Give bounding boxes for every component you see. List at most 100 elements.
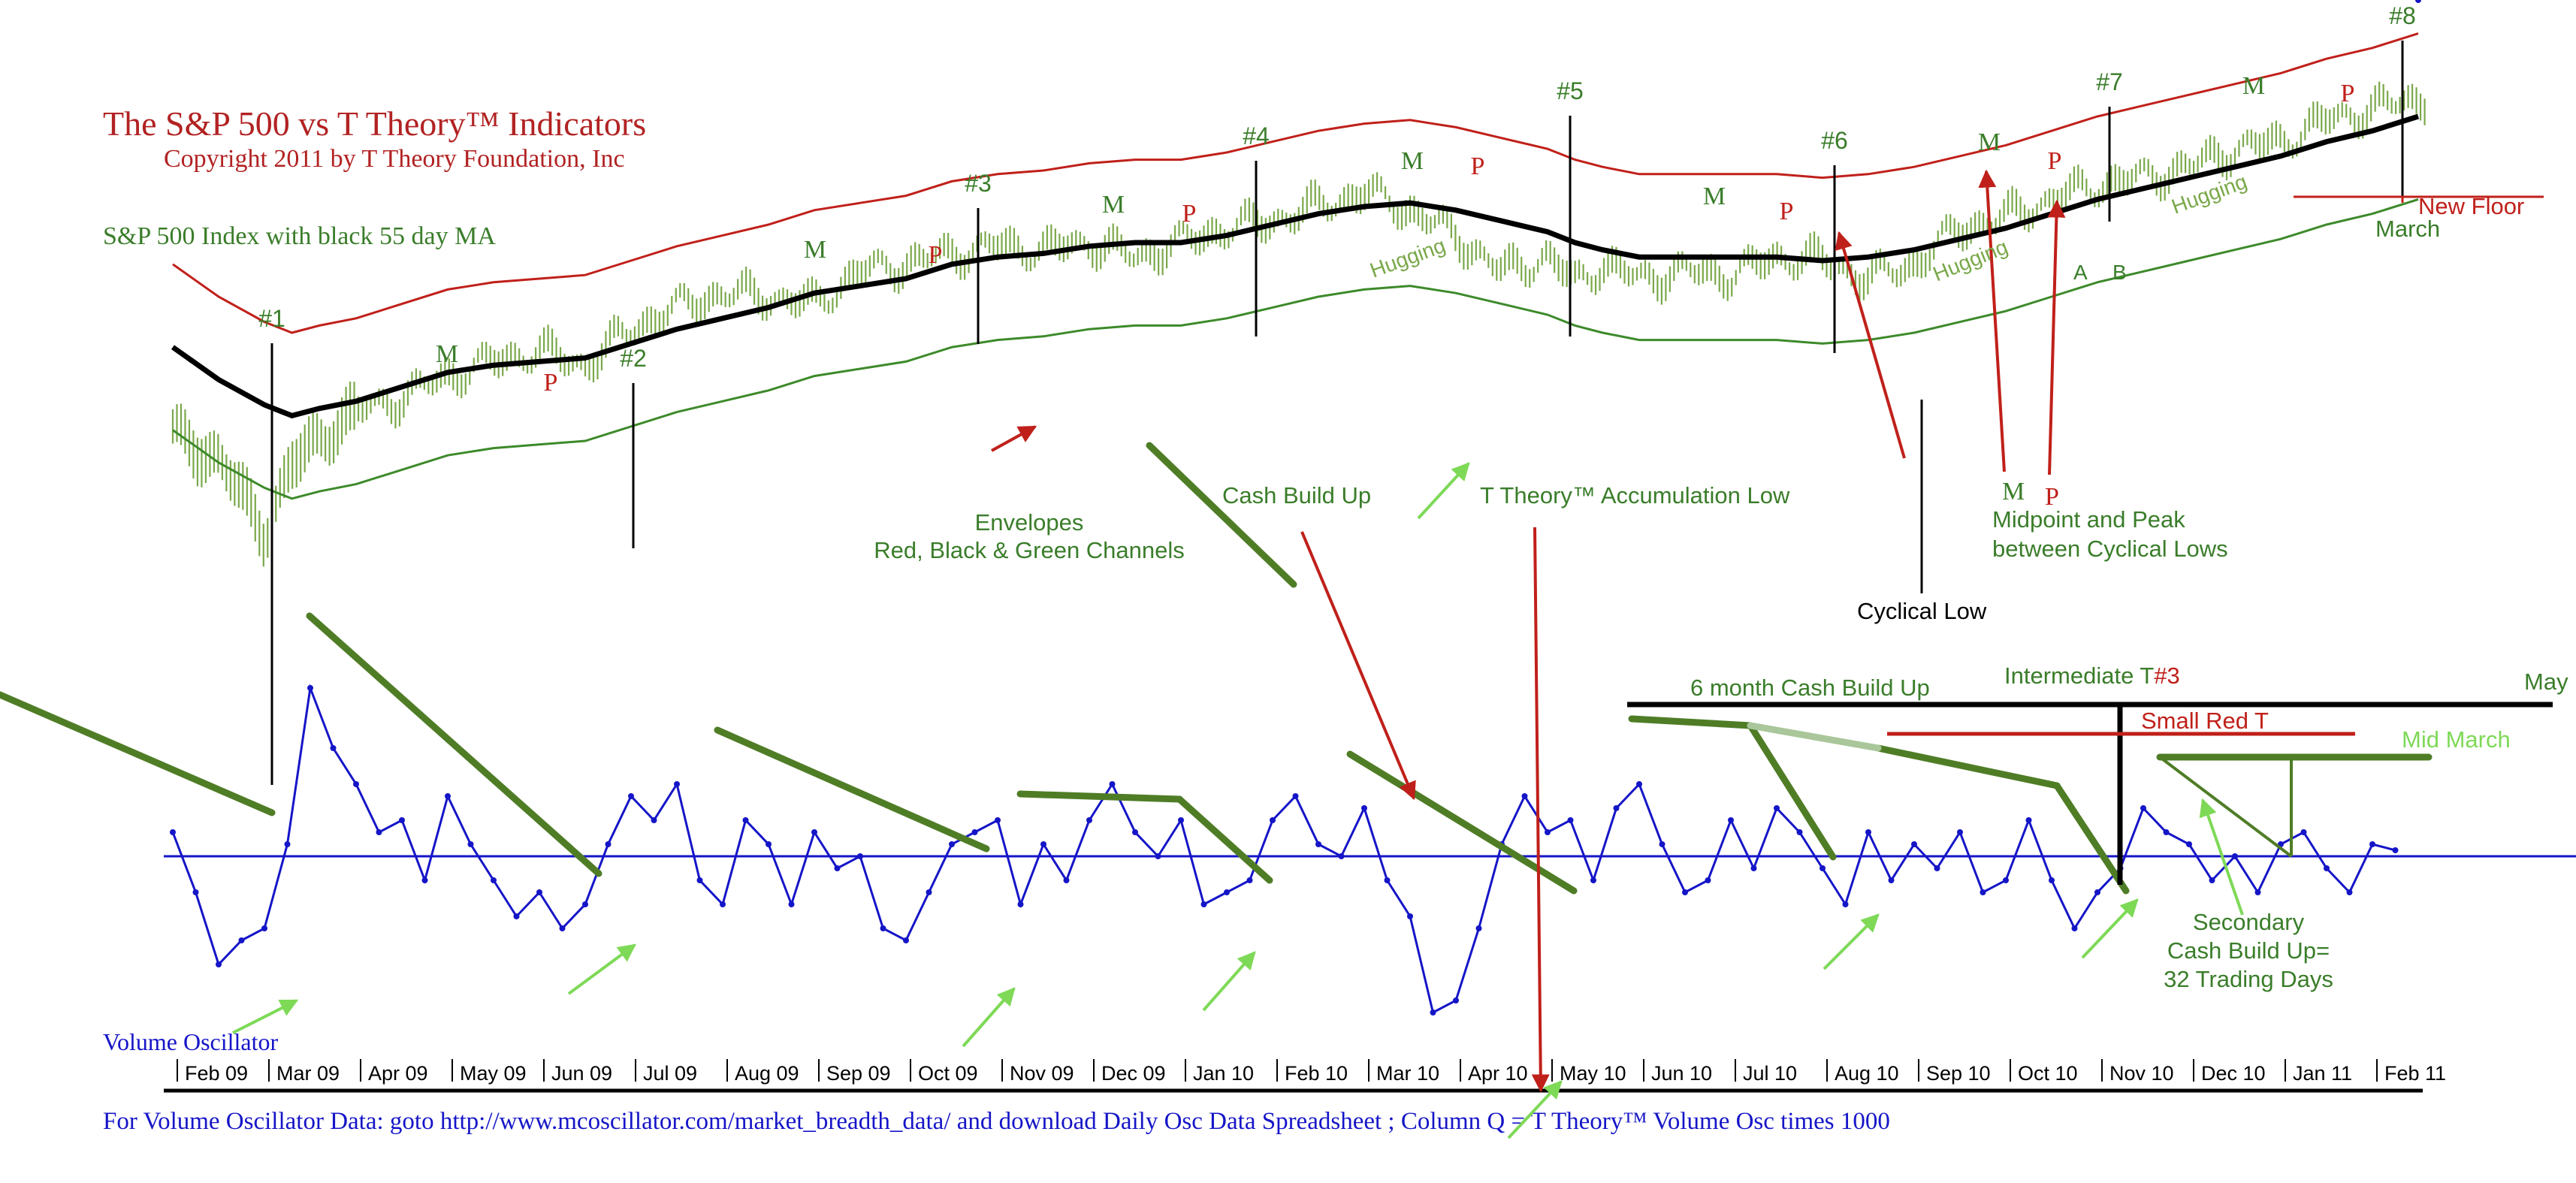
green-arrow xyxy=(567,943,636,995)
x-axis-ticks: Feb 09 Mar 09 Apr 09 May 09 Jun 09 Jul 09 Aug … xyxy=(177,1059,2446,1085)
x-tick-label: Feb 11 xyxy=(2384,1062,2446,1085)
red-envelope-line xyxy=(172,32,2419,334)
oscillator-point xyxy=(1200,901,1207,907)
x-tick-label: Aug 10 xyxy=(1835,1062,1899,1085)
oscillator-point xyxy=(1361,805,1367,811)
oscillator-point xyxy=(2049,877,2055,883)
faded-trend-line xyxy=(1747,722,1882,752)
green-arrows xyxy=(232,462,2244,1139)
oscillator-point xyxy=(1178,817,1184,823)
secondary-label-1: Secondary xyxy=(2193,909,2305,935)
x-tick-label: Jun 09 xyxy=(551,1062,612,1085)
oscillator-point xyxy=(307,685,313,691)
x-tick-label: Jan 10 xyxy=(1193,1062,1254,1085)
oscillator-point xyxy=(1521,793,1528,799)
peak-marker: P xyxy=(1780,198,1794,225)
oscillator-point xyxy=(2094,889,2100,895)
oscillator-point xyxy=(399,817,405,823)
oscillator-point xyxy=(857,853,863,859)
oscillator-point xyxy=(674,781,680,787)
oscillator-point xyxy=(1590,877,1596,883)
oscillator-point xyxy=(1820,865,1826,871)
midpoint-marker: M xyxy=(1703,183,1726,210)
oscillator-point xyxy=(903,937,909,943)
oscillator-point xyxy=(605,841,612,847)
oscillator-point xyxy=(1705,877,1711,883)
x-tick-label: Jul 10 xyxy=(1743,1062,1797,1085)
midpoint-marker-lower: M xyxy=(2002,478,2025,505)
oscillator-point xyxy=(192,889,199,895)
oscillator-point xyxy=(2300,829,2307,835)
midpoint-peak-label-1: Midpoint and Peak xyxy=(1992,506,2185,533)
oscillator-point xyxy=(1109,781,1116,787)
oscillator-point xyxy=(1636,781,1642,787)
oscillator-point xyxy=(628,793,634,799)
midpoint-marker: M xyxy=(2242,72,2265,100)
midpoint-marker: M xyxy=(1978,128,2001,156)
oscillator-point xyxy=(1246,877,1253,883)
x-tick-label: Mar 10 xyxy=(1376,1062,1439,1085)
cycle-marker-label: #7 xyxy=(2096,68,2123,95)
oscillator-point xyxy=(1132,829,1138,835)
green-envelope-line xyxy=(172,198,2419,500)
cycle-marker-label: #4 xyxy=(1243,122,1270,149)
x-tick-label: Dec 10 xyxy=(2201,1062,2266,1085)
cash-build-up-label: Cash Build Up xyxy=(1222,482,1371,509)
oscillator-point xyxy=(353,781,359,787)
oscillator-point xyxy=(949,841,955,847)
midpoint-peak-label-2: between Cyclical Lows xyxy=(1992,536,2228,562)
cycle-markers: #1 #2 #3 #4 #5 #6 #7 #8 xyxy=(258,2,2416,785)
intermediate-t-text: Intermediate T xyxy=(2004,662,2154,689)
channels-label: Red, Black & Green Channels xyxy=(874,537,1185,563)
accumulation-low-label: T Theory™ Accumulation Low xyxy=(1480,482,1790,509)
oscillator-point xyxy=(1567,817,1574,823)
oscillator-point xyxy=(2025,817,2032,823)
oscillator-point xyxy=(1086,817,1092,823)
secondary-arrow xyxy=(2199,798,2244,916)
x-tick-label: Nov 09 xyxy=(1010,1062,1074,1085)
red-arrows xyxy=(991,169,2066,1093)
envelopes-arrow xyxy=(991,425,1037,452)
oscillator-point xyxy=(1040,841,1046,847)
x-tick-label: Apr 09 xyxy=(368,1062,428,1085)
green-arrow xyxy=(1417,462,1470,520)
volume-oscillator-series xyxy=(170,0,2421,1016)
oscillator-point xyxy=(720,901,726,907)
x-tick-label: Feb 09 xyxy=(185,1062,248,1085)
oscillator-point xyxy=(1315,841,1321,847)
x-tick-label: May 09 xyxy=(460,1062,527,1085)
green-arrow xyxy=(1823,913,1880,970)
trend-line xyxy=(2053,782,2130,895)
green-arrow xyxy=(1202,951,1256,1012)
oscillator-point xyxy=(216,961,222,967)
oscillator-point xyxy=(421,877,428,883)
footer-note: For Volume Oscillator Data: goto http://… xyxy=(103,1108,1890,1135)
oscillator-point xyxy=(2232,853,2238,859)
x-tick-label: Sep 10 xyxy=(1926,1062,1991,1085)
envelopes-label: Envelopes xyxy=(975,509,1084,536)
oscillator-point xyxy=(742,817,749,823)
label-b: B xyxy=(2112,261,2127,284)
oscillator-point xyxy=(880,925,886,931)
moving-average-group xyxy=(171,113,2420,419)
oscillator-point xyxy=(170,829,176,835)
oscillator-point xyxy=(1224,889,1230,895)
trend-line xyxy=(306,612,602,877)
oscillator-point xyxy=(2324,865,2330,871)
trend-line xyxy=(1628,715,1754,729)
intermediate-t-number: #3 xyxy=(2154,662,2179,689)
oscillator-point xyxy=(2254,889,2261,895)
secondary-trend-line xyxy=(2158,756,2293,858)
peak-marker: P xyxy=(1471,152,1485,180)
oscillator-point xyxy=(1270,817,1276,823)
oscillator-point xyxy=(2140,805,2146,811)
intermediate-t-label: Intermediate T#3 xyxy=(2004,662,2180,689)
cyclical-low-arrow xyxy=(1835,231,1906,459)
oscillator-point xyxy=(1292,793,1299,799)
trend-lines xyxy=(0,442,2433,895)
oscillator-point xyxy=(696,877,703,883)
x-tick-label: Apr 10 xyxy=(1468,1062,1528,1085)
trend-line xyxy=(1874,744,2061,789)
peak-arrow xyxy=(2047,199,2066,475)
